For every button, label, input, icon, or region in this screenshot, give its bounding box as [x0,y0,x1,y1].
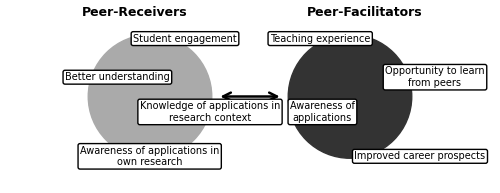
Ellipse shape [288,35,412,158]
Text: Peer-Receivers: Peer-Receivers [82,6,188,19]
Text: Opportunity to learn
from peers: Opportunity to learn from peers [385,66,485,88]
Text: Improved career prospects: Improved career prospects [354,151,486,161]
Text: Peer-Facilitators: Peer-Facilitators [307,6,423,19]
Text: Awareness of
applications: Awareness of applications [290,101,355,123]
Text: Awareness of applications in
own research: Awareness of applications in own researc… [80,146,220,167]
Text: Teaching experience: Teaching experience [270,34,370,44]
Text: Better understanding: Better understanding [65,72,170,82]
Text: Knowledge of applications in
research context: Knowledge of applications in research co… [140,101,280,123]
Ellipse shape [88,35,212,158]
Text: Student engagement: Student engagement [133,34,237,44]
